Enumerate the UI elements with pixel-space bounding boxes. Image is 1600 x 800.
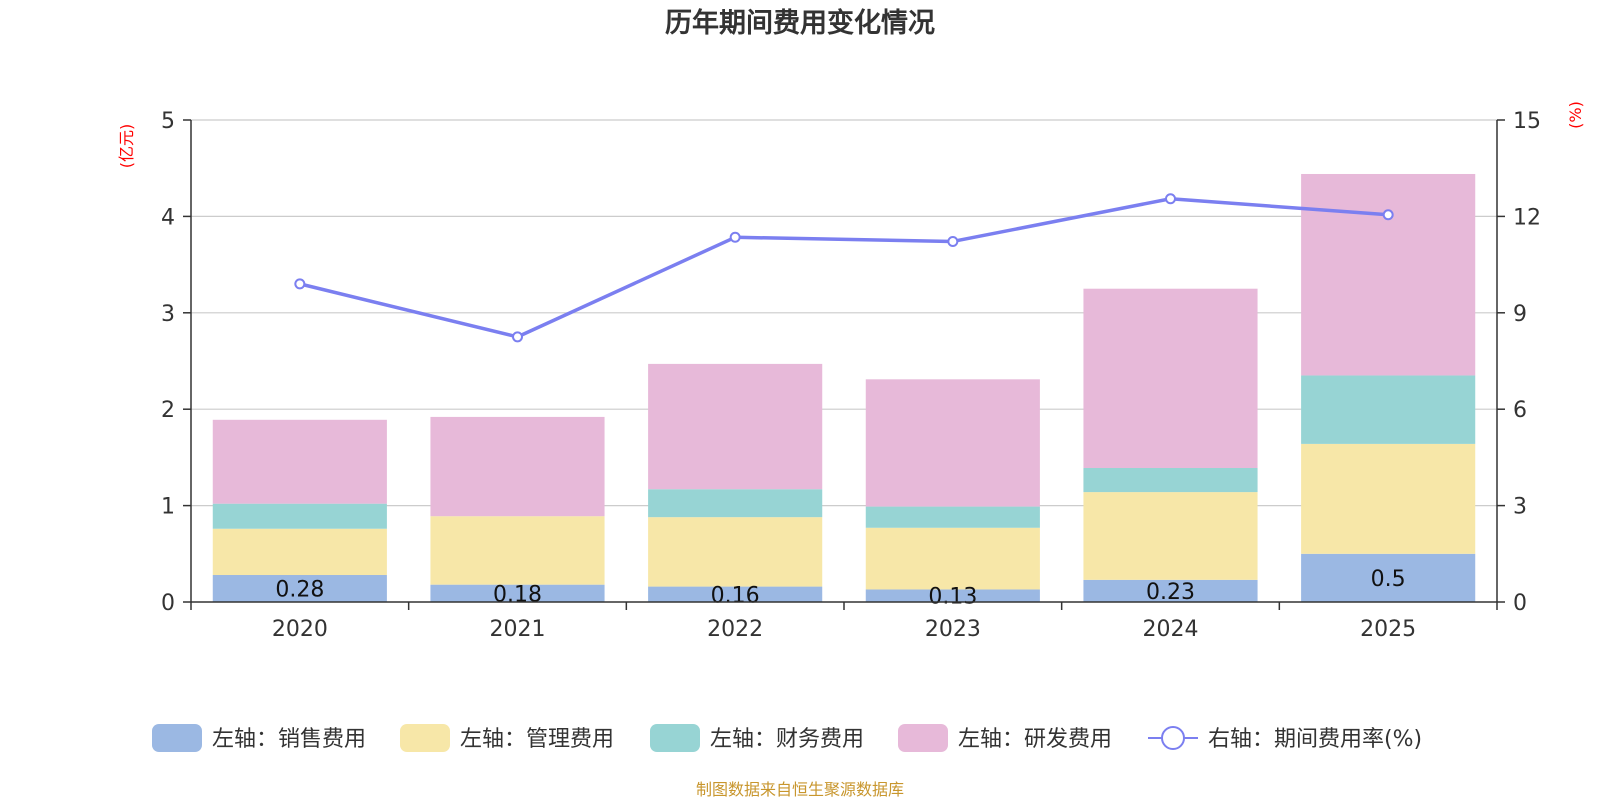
bar-左轴研发费用-2024 [1083,288,1258,469]
left-tick-label: 0 [161,591,175,616]
rate-point [947,235,959,247]
rate-line [299,196,1389,339]
source-note: 制图数据来自恒生聚源数据库 [696,780,904,799]
bar-左轴管理费用-2024 [1083,492,1258,580]
chart-title: 历年期间费用变化情况 [665,7,935,39]
bar-data-label: 0.5 [1371,567,1406,592]
bar-左轴销售费用-2025 [1301,553,1476,602]
bar-data-label: 0.28 [275,578,324,603]
rate-line-group [294,193,1394,343]
bars-group [212,173,1476,602]
bar-左轴管理费用-2023 [865,527,1040,590]
right-tick-label: 6 [1513,398,1527,423]
bar-data-label: 0.18 [493,582,542,607]
bar-左轴研发费用-2025 [1301,173,1476,376]
left-tick-label: 1 [161,495,175,520]
gridlines [191,119,1497,507]
legend-swatch [152,724,202,752]
left-tick-label: 4 [161,205,175,230]
bar-左轴财务费用-2024 [1083,468,1258,493]
rate-point [729,231,741,243]
right-axis-unit: (%) [1566,101,1585,129]
bar-左轴销售费用-2021 [430,584,605,602]
right-tick-label: 9 [1513,302,1527,327]
bar-左轴销售费用-2024 [1083,579,1258,602]
bar-data-label: 0.16 [711,583,760,608]
right-tick-label: 0 [1513,591,1527,616]
x-tick-label: 2021 [490,617,546,642]
right-tick-label: 3 [1513,495,1527,520]
bar-左轴财务费用-2023 [865,506,1040,528]
bar-data-label: 0.13 [928,585,977,610]
x-tick-label: 2025 [1360,617,1416,642]
bar-左轴财务费用-2020 [212,503,387,529]
bar-左轴管理费用-2022 [648,517,823,587]
bar-左轴管理费用-2021 [430,516,605,585]
left-tick-label: 5 [161,109,175,134]
x-tick-label: 2020 [272,617,328,642]
bar-左轴财务费用-2025 [1301,375,1476,444]
rate-point [1382,209,1394,221]
legend-swatch [898,724,948,752]
legend-point-swatch [1161,726,1185,750]
x-tick-label: 2022 [707,617,763,642]
right-tick-label: 12 [1513,205,1541,230]
rate-point [294,278,306,290]
rate-point [1165,193,1176,205]
bar-data-label: 0.23 [1146,580,1195,605]
left-tick-label: 3 [161,302,175,327]
bar-左轴管理费用-2020 [212,528,387,576]
bar-左轴管理费用-2025 [1301,443,1476,554]
legend-label: 左轴：研发费用 [958,727,1112,752]
bar-左轴研发费用-2023 [865,379,1040,507]
bar-左轴销售费用-2022 [648,586,823,602]
bar-左轴研发费用-2020 [212,419,387,504]
x-tick-label: 2024 [1143,617,1199,642]
legend-label: 右轴：期间费用率(%) [1208,727,1422,752]
bar-左轴研发费用-2021 [430,416,605,517]
bar-左轴销售费用-2023 [865,589,1040,602]
legend-label: 左轴：销售费用 [212,727,366,752]
bar-左轴销售费用-2020 [212,575,387,602]
legend-swatch [650,724,700,752]
rate-point [512,331,523,343]
legend-swatch [400,724,450,752]
left-tick-label: 2 [161,398,175,423]
x-tick-label: 2023 [925,617,981,642]
legend: 左轴：销售费用 左轴：管理费用 左轴：财务费用 左轴：研发费用 右轴：期间费用率(%) [152,724,1422,752]
right-tick-label: 15 [1513,109,1541,134]
legend-label: 左轴：管理费用 [460,727,614,752]
bar-左轴财务费用-2022 [648,489,823,518]
left-axis-unit: (亿元) [117,124,136,169]
bar-labels-group: 0.28 0.18 0.16 0.13 0.23 0.5 [275,567,1405,610]
bar-左轴研发费用-2022 [648,363,823,490]
legend-label: 左轴：财务费用 [710,727,864,752]
